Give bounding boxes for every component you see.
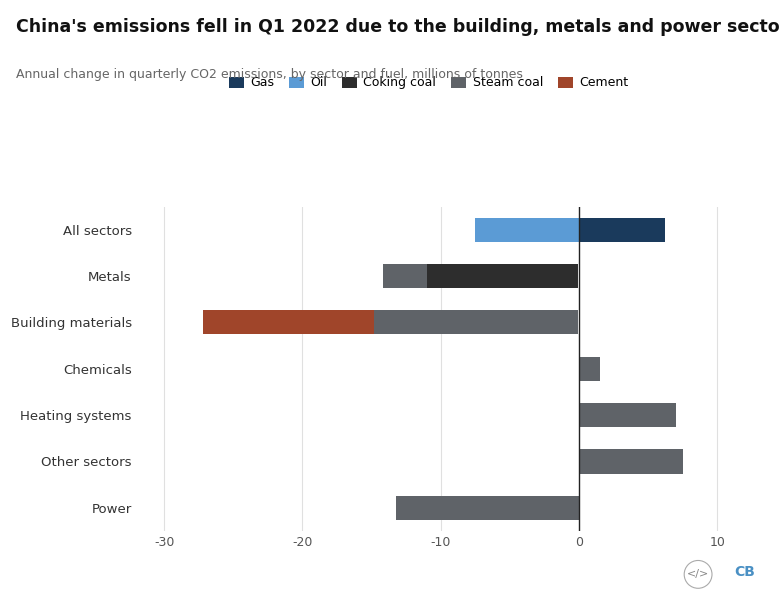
- Bar: [579, 357, 600, 381]
- Bar: [374, 310, 577, 335]
- Text: China's emissions fell in Q1 2022 due to the building, metals and power sectors: China's emissions fell in Q1 2022 due to…: [16, 18, 780, 36]
- Text: Annual change in quarterly CO2 emissions, by sector and fuel, millions of tonnes: Annual change in quarterly CO2 emissions…: [16, 68, 523, 81]
- Bar: [579, 403, 675, 427]
- Legend: Gas, Oil, Coking coal, Steam coal, Cement: Gas, Oil, Coking coal, Steam coal, Cemen…: [229, 77, 628, 90]
- Bar: [579, 218, 665, 242]
- Bar: [396, 496, 579, 520]
- Bar: [475, 218, 579, 242]
- Bar: [427, 264, 577, 288]
- Bar: [203, 310, 374, 335]
- Text: CB: CB: [735, 565, 755, 579]
- Bar: [579, 450, 682, 474]
- Text: </>: </>: [687, 569, 709, 579]
- Bar: [383, 264, 427, 288]
